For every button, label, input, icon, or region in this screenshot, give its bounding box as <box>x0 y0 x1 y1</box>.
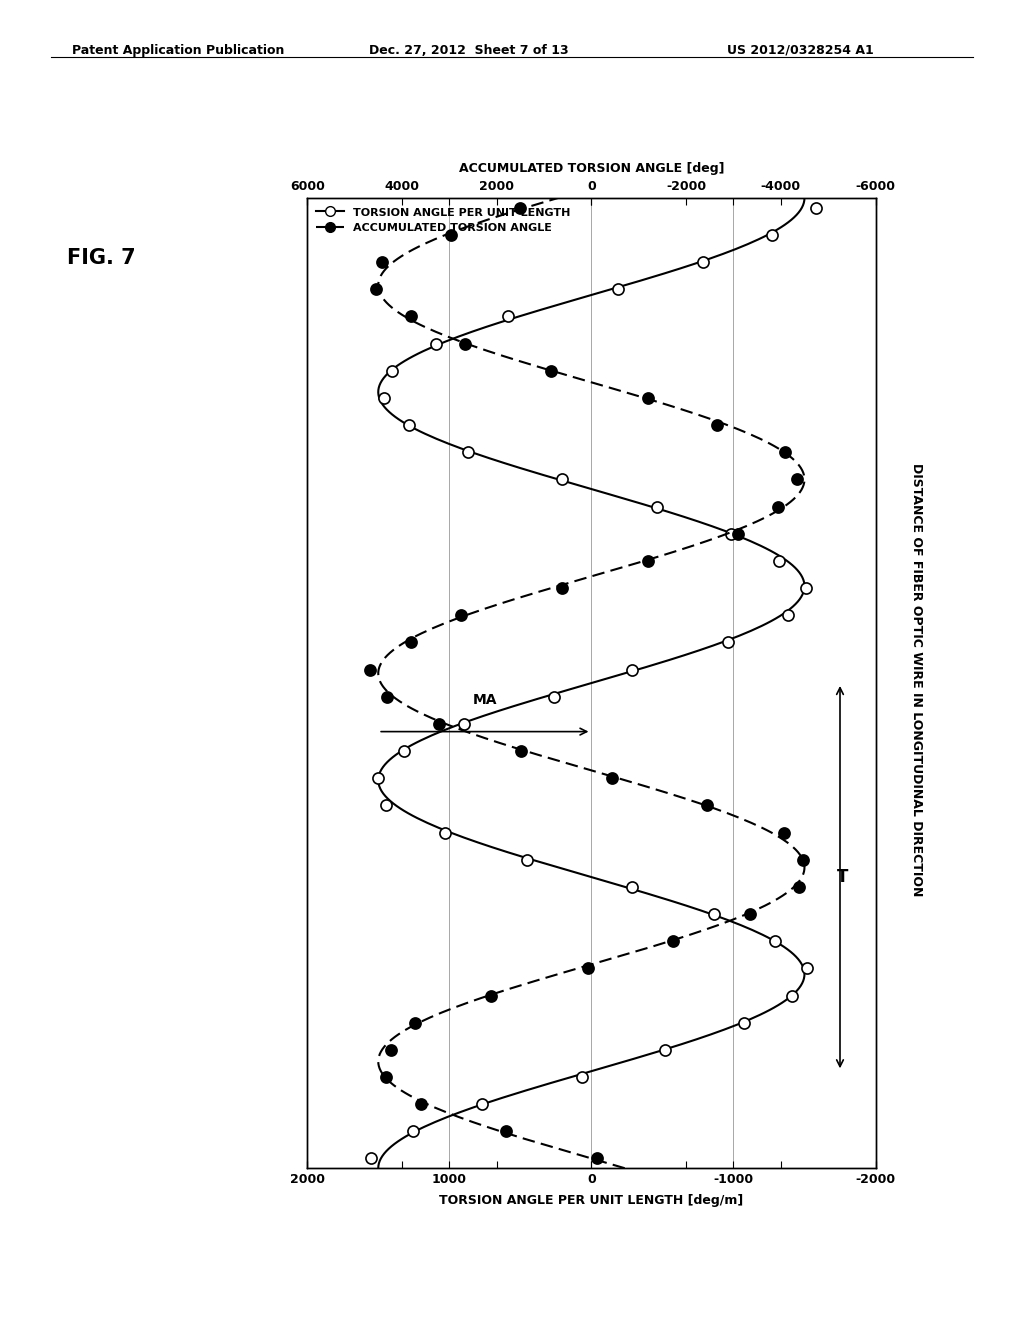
X-axis label: ACCUMULATED TORSION ANGLE [deg]: ACCUMULATED TORSION ANGLE [deg] <box>459 162 724 174</box>
Text: Patent Application Publication: Patent Application Publication <box>72 44 284 57</box>
X-axis label: TORSION ANGLE PER UNIT LENGTH [deg/m]: TORSION ANGLE PER UNIT LENGTH [deg/m] <box>439 1195 743 1208</box>
Text: US 2012/0328254 A1: US 2012/0328254 A1 <box>727 44 873 57</box>
Text: MA: MA <box>472 693 497 708</box>
Text: Dec. 27, 2012  Sheet 7 of 13: Dec. 27, 2012 Sheet 7 of 13 <box>369 44 568 57</box>
Text: FIG. 7: FIG. 7 <box>67 248 135 268</box>
Text: T: T <box>838 869 849 886</box>
Legend: TORSION ANGLE PER UNIT LENGTH, ACCUMULATED TORSION ANGLE: TORSION ANGLE PER UNIT LENGTH, ACCUMULAT… <box>312 203 573 236</box>
Text: DISTANCE OF FIBER OPTIC WIRE IN LONGITUDINAL DIRECTION: DISTANCE OF FIBER OPTIC WIRE IN LONGITUD… <box>910 463 923 896</box>
